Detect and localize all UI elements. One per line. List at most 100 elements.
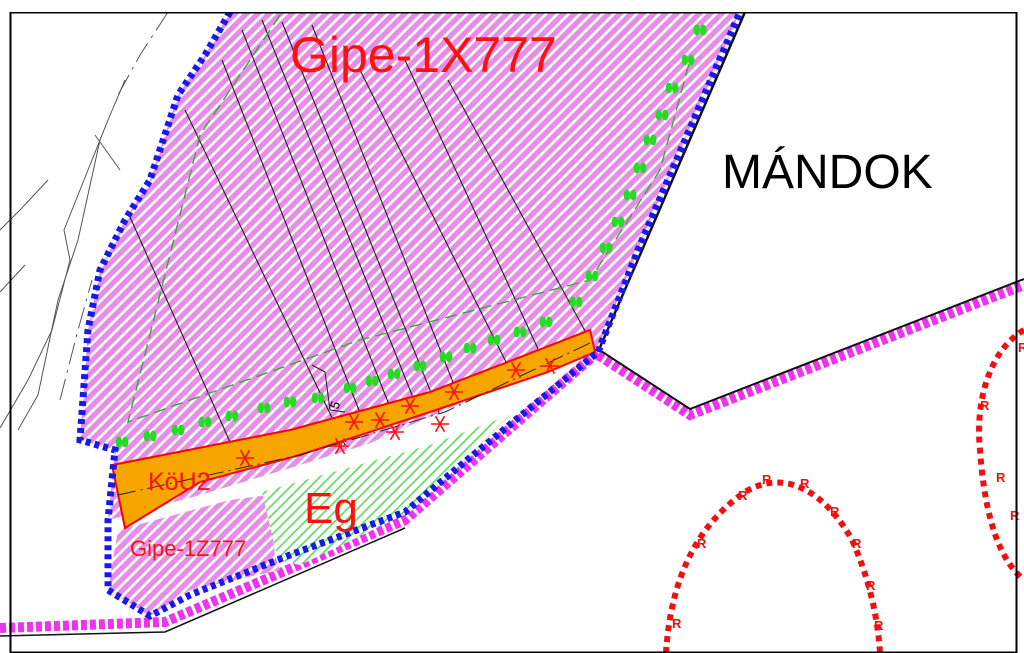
tree-symbol xyxy=(372,375,379,387)
tree-symbol xyxy=(463,342,470,354)
tree-symbol xyxy=(611,216,618,228)
dimension-marker: 5 xyxy=(311,364,346,413)
tree-symbol xyxy=(446,351,453,363)
tree-symbol xyxy=(318,392,325,404)
tree-symbol xyxy=(599,242,606,254)
tree-symbol xyxy=(576,296,583,308)
asterisk-marker xyxy=(386,423,404,441)
tree-symbol xyxy=(343,382,350,394)
label-eg: Eg xyxy=(304,484,358,533)
tree-symbol xyxy=(171,424,178,436)
boundary-marker-r: R xyxy=(1010,508,1020,523)
boundary-marker-r: R xyxy=(852,536,862,551)
tree-symbol xyxy=(494,334,501,346)
district-boundary xyxy=(76,10,744,621)
tree-symbol xyxy=(665,82,672,94)
tree-symbol xyxy=(311,392,318,404)
tree-symbol xyxy=(700,24,707,36)
tree-symbol xyxy=(539,316,546,328)
tree-symbol xyxy=(290,396,297,408)
boundary-marker-r: R xyxy=(1018,340,1024,355)
tree-symbol xyxy=(623,189,630,201)
zone-gipe-1x777 xyxy=(80,12,740,520)
asterisk-marker xyxy=(507,361,525,379)
tree-symbol xyxy=(672,82,679,94)
boundary-marker-r: R xyxy=(762,472,772,487)
tree-symbol xyxy=(387,368,394,380)
tree-symbol xyxy=(143,430,150,442)
label-zone-gipe-1z777: Gipe-1Z777 xyxy=(130,536,246,561)
tree-symbol xyxy=(546,316,553,328)
tree-symbol xyxy=(439,351,446,363)
tree-symbol xyxy=(205,416,212,428)
tree-symbol xyxy=(365,375,372,387)
boundary-marker-r: R xyxy=(738,488,748,503)
asterisk-marker xyxy=(401,397,419,415)
tree-symbol xyxy=(513,326,520,338)
tree-symbol xyxy=(585,270,592,282)
tree-symbol xyxy=(592,270,599,282)
zone-gipe-1z777 xyxy=(108,495,280,616)
cadastral-lines-west xyxy=(0,11,169,431)
tree-symbol xyxy=(520,326,527,338)
label-mandok: MÁNDOK xyxy=(722,146,933,199)
boundary-marker-r: R xyxy=(697,536,707,551)
tree-symbol xyxy=(569,296,576,308)
tree-symbol xyxy=(487,334,494,346)
boundary-marker-r: R xyxy=(866,578,876,593)
label-zone-gipe-1x777: Gipe-1X777 xyxy=(290,27,557,83)
asterisk-marker xyxy=(445,383,463,401)
tree-symbol xyxy=(198,416,205,428)
zone-eg-green xyxy=(262,415,510,565)
asterisk-marker xyxy=(236,449,254,467)
label-kou2: KöU2 xyxy=(148,468,211,496)
tree-symbol xyxy=(640,162,647,174)
asterisk-marker xyxy=(345,413,363,431)
page-edge xyxy=(0,0,1024,12)
red-boundary-line xyxy=(663,479,883,653)
tree-symbol xyxy=(606,242,613,254)
tree-symbol xyxy=(630,189,637,201)
tree-symbol xyxy=(264,402,271,414)
boundary-marker-r: R xyxy=(996,470,1006,485)
tree-symbol xyxy=(470,342,477,354)
boundary-marker-r: R xyxy=(830,504,840,519)
boundary-marker-r: R xyxy=(800,476,810,491)
dimension-label: 5 xyxy=(327,399,344,411)
tree-symbol xyxy=(413,360,420,372)
tree-symbol xyxy=(178,424,185,436)
tree-symbol xyxy=(257,402,264,414)
tree-symbol xyxy=(232,410,239,422)
tree-symbol xyxy=(150,430,157,442)
tree-symbol xyxy=(225,410,232,422)
tree-symbol xyxy=(283,396,290,408)
parcel-lines xyxy=(117,19,591,461)
tree-symbol xyxy=(618,216,625,228)
boundary-marker-r: R xyxy=(672,616,682,631)
tree-row xyxy=(115,24,707,448)
tree-symbol xyxy=(655,109,662,121)
building-line xyxy=(127,14,691,424)
tree-symbol xyxy=(420,360,427,372)
tree-symbol xyxy=(115,436,123,448)
tree-symbol xyxy=(350,382,357,394)
zone-kou2-road xyxy=(110,328,597,530)
boundary-marker-r: R xyxy=(980,398,990,413)
tree-symbol xyxy=(633,162,640,174)
tree-symbol xyxy=(650,134,657,146)
tree-symbol xyxy=(681,54,688,66)
asterisk-marker xyxy=(431,415,449,433)
red-boundary-line xyxy=(976,327,1024,583)
tree-symbol xyxy=(394,368,401,380)
tree-symbol xyxy=(122,436,129,448)
tree-symbol xyxy=(693,24,700,36)
asterisk-marker xyxy=(541,357,559,375)
road-centerline xyxy=(117,341,593,496)
boundary-marker-r: R xyxy=(874,618,884,633)
red-asterisks xyxy=(236,357,559,467)
asterisk-marker xyxy=(371,411,389,429)
settlement-boundary xyxy=(0,11,1024,637)
tree-symbol xyxy=(662,109,669,121)
